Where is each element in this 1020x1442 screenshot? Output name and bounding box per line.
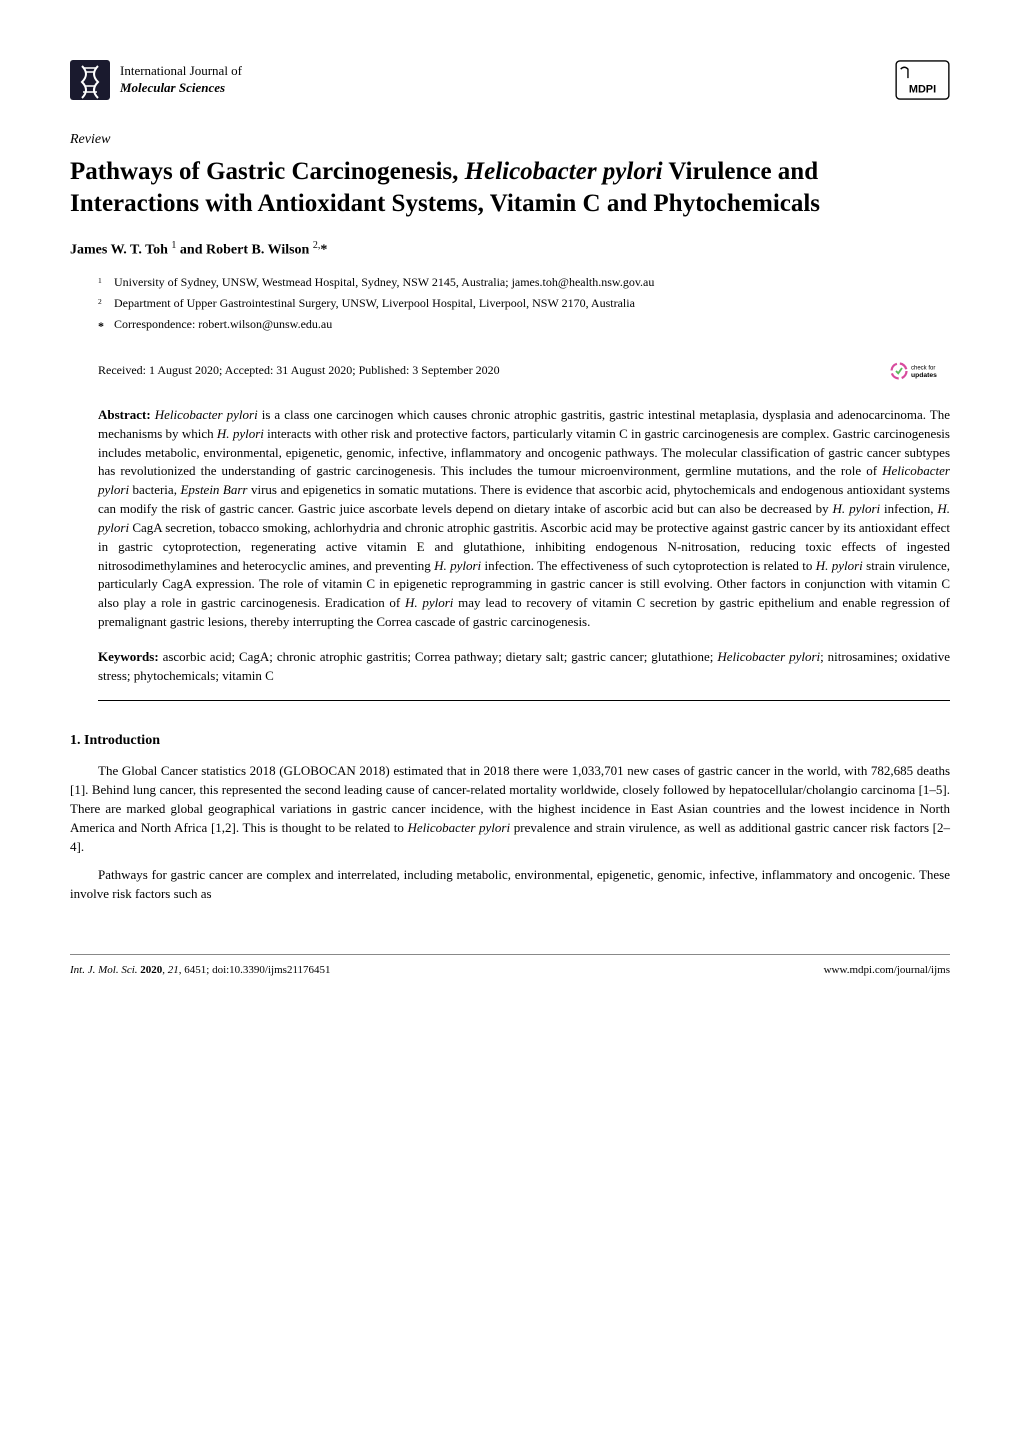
affiliation-number: 1 <box>98 274 114 292</box>
journal-name-line2: Molecular Sciences <box>120 80 242 97</box>
affiliation-row: 2 Department of Upper Gastrointestinal S… <box>98 295 950 313</box>
affiliation-text: University of Sydney, UNSW, Westmead Hos… <box>114 274 950 292</box>
article-type: Review <box>70 130 950 150</box>
section-divider <box>98 700 950 701</box>
section-heading: 1. Introduction <box>70 731 950 751</box>
article-title: Pathways of Gastric Carcinogenesis, Heli… <box>70 156 950 221</box>
authors: James W. T. Toh 1 and Robert B. Wilson 2… <box>70 239 950 260</box>
svg-text:check for: check for <box>911 365 935 371</box>
affiliation-number: 2 <box>98 295 114 313</box>
affiliation-row: * Correspondence: robert.wilson@unsw.edu… <box>98 316 950 338</box>
journal-logo: International Journal of Molecular Scien… <box>70 60 242 100</box>
footer-url: www.mdpi.com/journal/ijms <box>824 963 950 978</box>
keywords-text: ascorbic acid; CagA; chronic atrophic ga… <box>98 649 950 683</box>
svg-text:MDPI: MDPI <box>909 84 936 96</box>
affiliation-row: 1 University of Sydney, UNSW, Westmead H… <box>98 274 950 292</box>
journal-name: International Journal of Molecular Scien… <box>120 63 242 97</box>
mdpi-logo-icon: MDPI <box>895 60 950 100</box>
dna-icon <box>70 60 110 100</box>
page-footer: Int. J. Mol. Sci. 2020, 21, 6451; doi:10… <box>70 954 950 978</box>
affiliations: 1 University of Sydney, UNSW, Westmead H… <box>98 274 950 338</box>
correspondence-marker: * <box>98 316 114 338</box>
footer-citation: Int. J. Mol. Sci. 2020, 21, 6451; doi:10… <box>70 963 331 978</box>
svg-text:updates: updates <box>911 372 937 379</box>
body-paragraph: Pathways for gastric cancer are complex … <box>70 866 950 904</box>
abstract-text: Helicobacter pylori is a class one carci… <box>98 407 950 629</box>
keywords-label: Keywords: <box>98 649 159 664</box>
dates-row: Received: 1 August 2020; Accepted: 31 Au… <box>98 356 950 386</box>
publication-dates: Received: 1 August 2020; Accepted: 31 Au… <box>98 362 500 379</box>
page-header: International Journal of Molecular Scien… <box>70 60 950 100</box>
abstract-label: Abstract: <box>98 407 151 422</box>
body-paragraph: The Global Cancer statistics 2018 (GLOBO… <box>70 762 950 856</box>
abstract: Abstract: Helicobacter pylori is a class… <box>98 406 950 632</box>
correspondence-text: Correspondence: robert.wilson@unsw.edu.a… <box>114 316 950 338</box>
check-for-updates-icon[interactable]: check for updates <box>890 356 950 386</box>
keywords: Keywords: ascorbic acid; CagA; chronic a… <box>98 648 950 686</box>
affiliation-text: Department of Upper Gastrointestinal Sur… <box>114 295 950 313</box>
journal-name-line1: International Journal of <box>120 63 242 80</box>
